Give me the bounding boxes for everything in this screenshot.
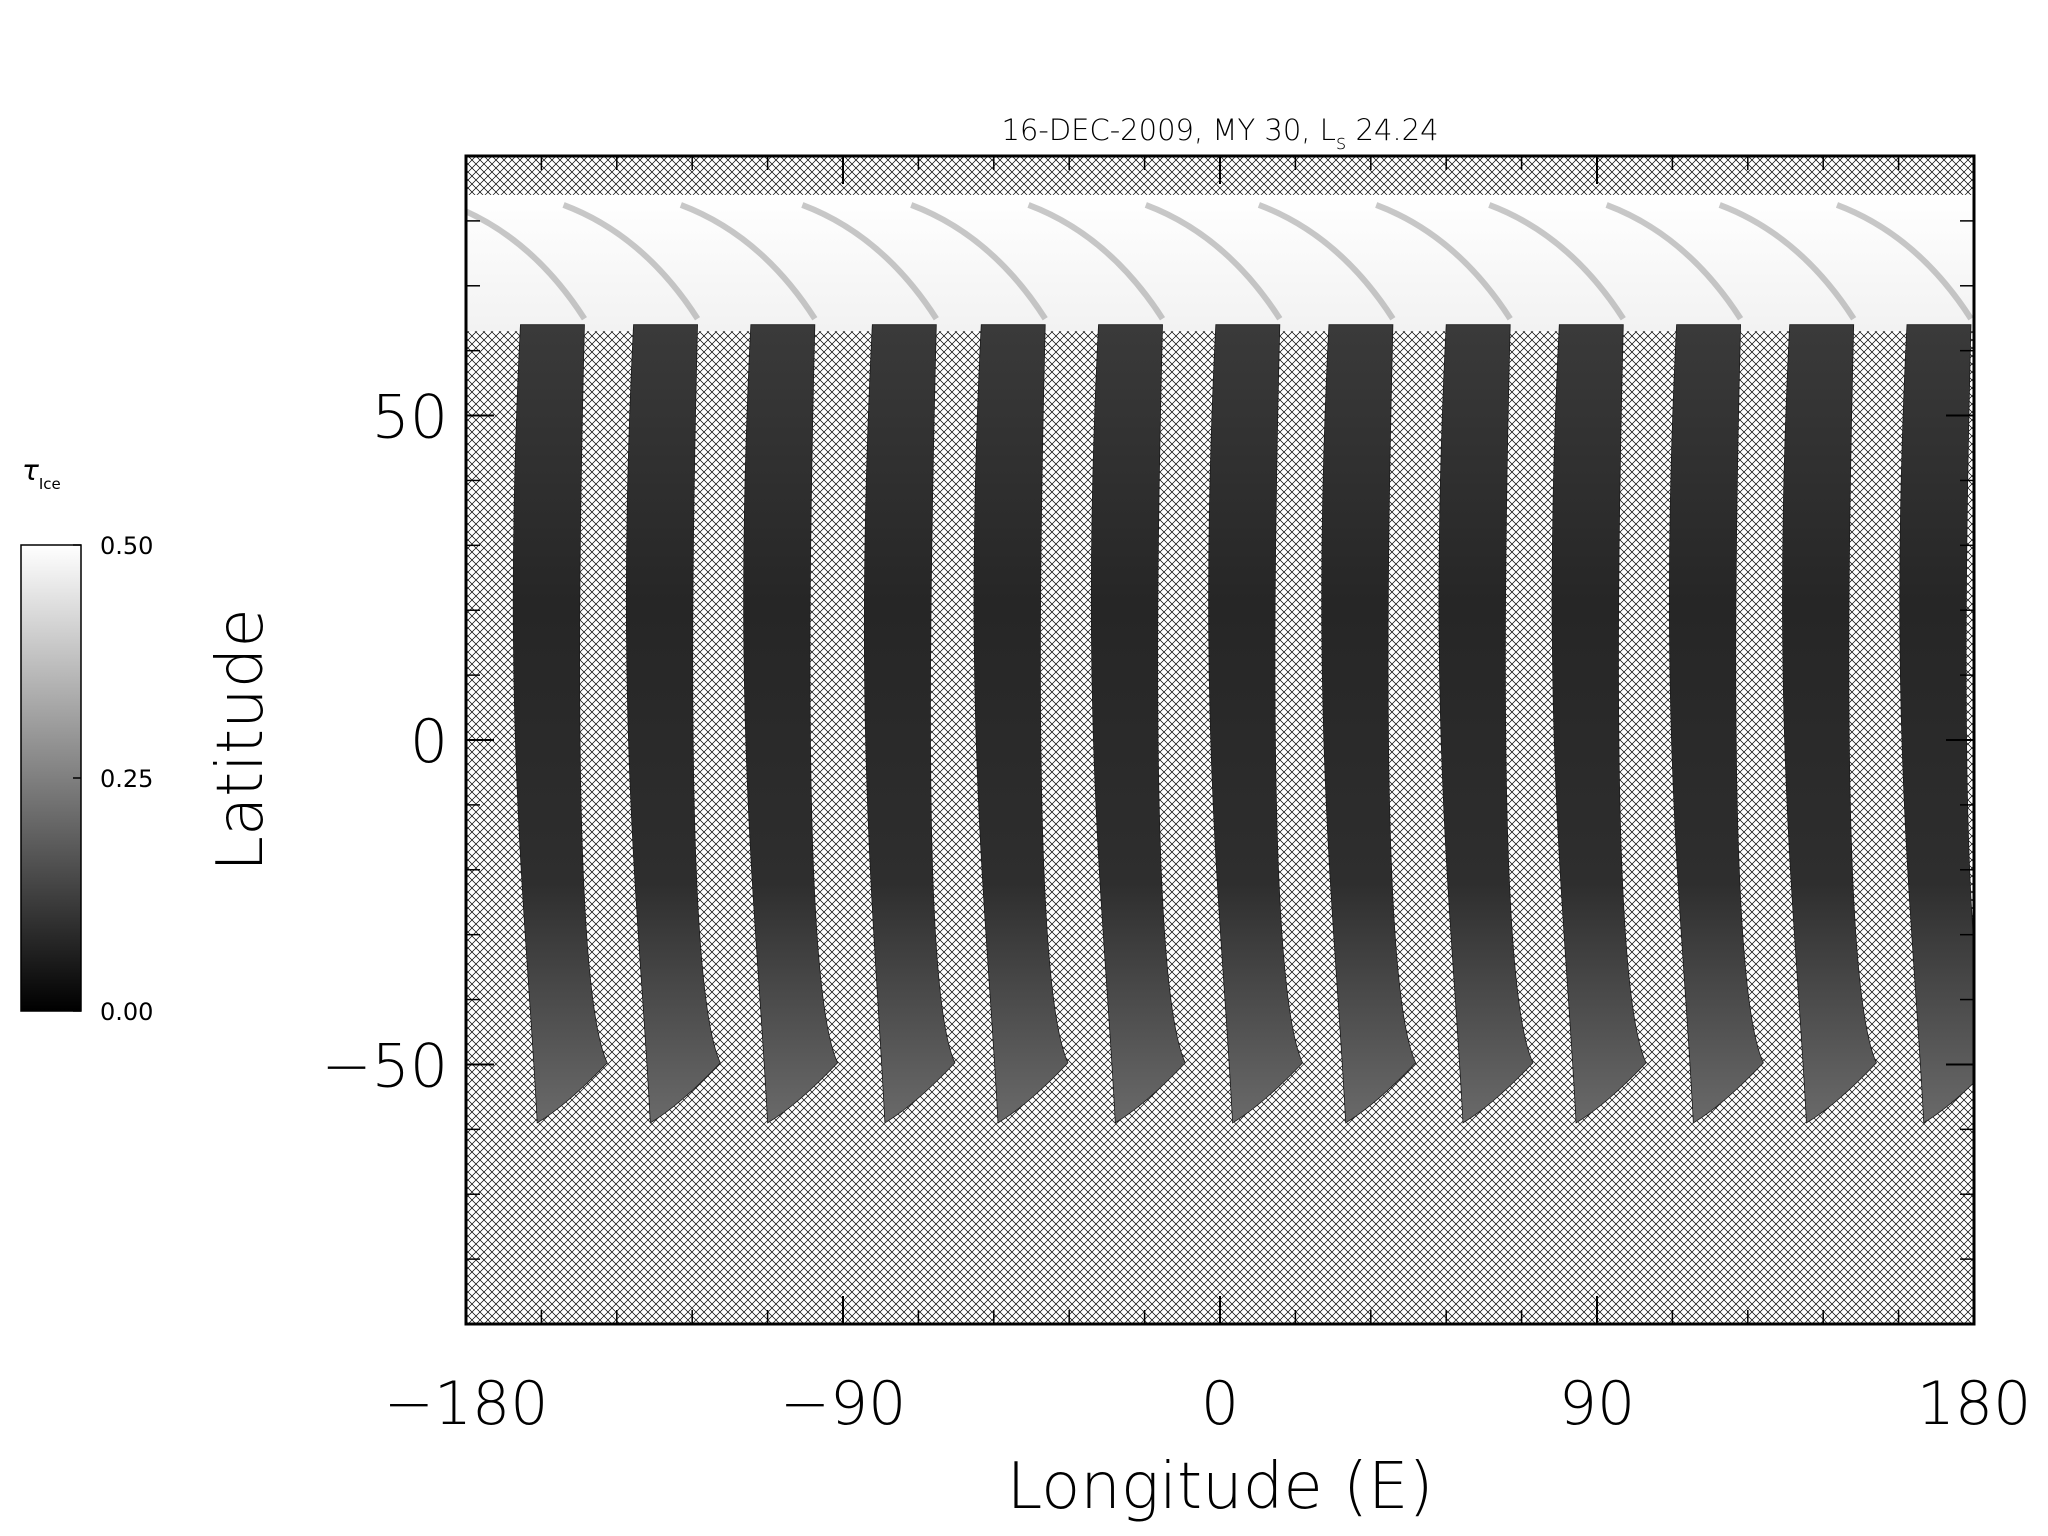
tick-layer: −180 −90 0 90 180 −50 0 50 bbox=[321, 155, 2032, 1439]
cap-edge-streak bbox=[1488, 202, 1626, 321]
orbit-swath bbox=[1782, 324, 1877, 1124]
orbit-swath bbox=[1551, 324, 1647, 1124]
orbit-swath bbox=[863, 324, 956, 1124]
cap-edge-streak bbox=[910, 202, 1048, 321]
orbit-swath bbox=[1090, 324, 1186, 1124]
orbit-swath bbox=[1899, 324, 1974, 1124]
x-tick-label: 90 bbox=[1559, 1369, 1635, 1439]
cap-edge-streak bbox=[1375, 202, 1513, 321]
colorbar-label: τIce bbox=[22, 454, 61, 493]
y-tick-label: −50 bbox=[321, 1031, 448, 1101]
colorbar-tick-label: 0.00 bbox=[100, 998, 153, 1026]
cap-edge-streak bbox=[679, 202, 818, 321]
x-tick-label: −180 bbox=[384, 1369, 549, 1439]
x-tick-label: 0 bbox=[1201, 1369, 1239, 1439]
colorbar-tick-label: 0.50 bbox=[100, 532, 153, 560]
orbit-swath bbox=[743, 324, 839, 1124]
colorbar-tick-label: 0.25 bbox=[100, 765, 153, 793]
cap-edge-streak bbox=[1835, 202, 1974, 321]
orbit-swath bbox=[973, 324, 1069, 1124]
chart-title: 16-DEC-2009, MY 30, Ls 24.24 bbox=[1001, 113, 1438, 154]
cap-edge-streak bbox=[562, 202, 701, 321]
orbit-swath bbox=[1438, 324, 1534, 1124]
orbit-swath bbox=[512, 324, 608, 1124]
cap-edge-streak bbox=[1027, 202, 1166, 321]
y-tick-label: 50 bbox=[372, 383, 448, 453]
orbit-swath bbox=[1321, 324, 1417, 1124]
cap-edge-streak bbox=[1144, 202, 1283, 321]
y-axis-label: Latitude bbox=[204, 608, 278, 871]
colorbar bbox=[20, 544, 82, 1012]
cap-edge-streak bbox=[1605, 202, 1744, 321]
y-tick-label: 0 bbox=[410, 707, 448, 777]
orbit-swath bbox=[625, 324, 721, 1124]
cap-edge-streak bbox=[801, 202, 939, 321]
colorbar-ticks: 0.00 0.25 0.50 bbox=[73, 532, 153, 1026]
x-axis-label: Longitude (E) bbox=[1007, 1450, 1434, 1524]
cap-edge-streak bbox=[1257, 202, 1396, 321]
data-layer bbox=[466, 194, 1974, 1124]
cap-edge-streak bbox=[1718, 202, 1857, 321]
x-tick-label: −90 bbox=[780, 1369, 907, 1439]
cap-edge-streak bbox=[466, 208, 587, 321]
orbit-swath bbox=[1668, 324, 1764, 1124]
orbit-swath bbox=[1208, 324, 1304, 1124]
x-tick-label: 180 bbox=[1917, 1369, 2032, 1439]
polar-ice-cap bbox=[466, 194, 1974, 332]
